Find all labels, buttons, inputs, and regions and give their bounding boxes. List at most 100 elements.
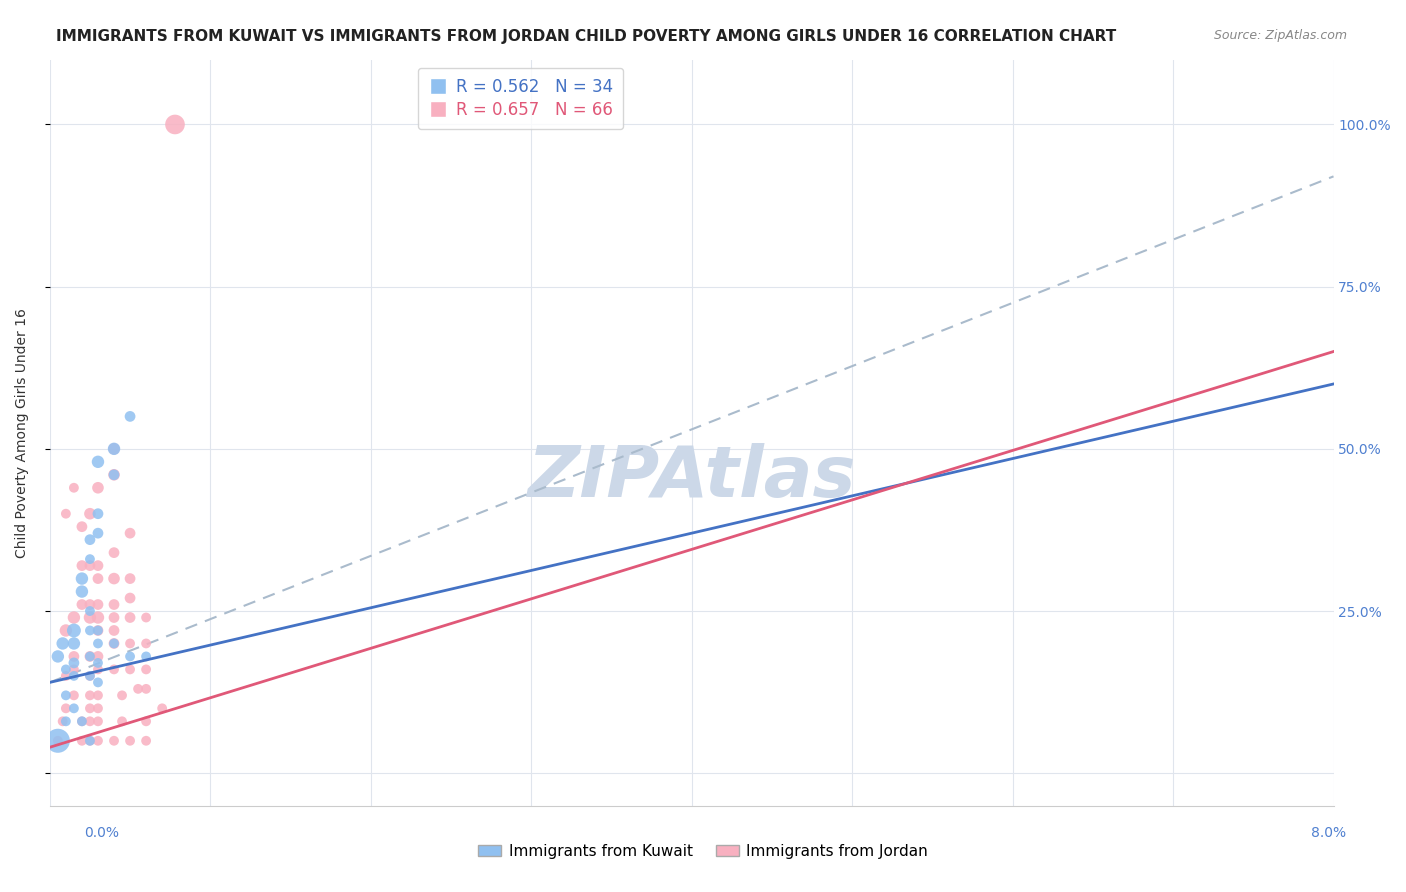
Point (120, 591, 142, 605)
Point (87, 675, 110, 690)
Point (87, 624, 110, 638)
Point (79, 701, 101, 715)
Point (87, 662, 110, 676)
Point (103, 572, 125, 586)
Point (79, 533, 101, 547)
Point (87, 558, 110, 573)
Point (135, 681, 157, 696)
Point (79, 624, 101, 638)
Point (55, 689, 77, 703)
Point (103, 624, 125, 638)
Point (63, 636, 86, 650)
Point (87, 714, 110, 729)
Point (63, 610, 86, 624)
Point (46, 733, 69, 747)
Point (79, 552, 101, 566)
Point (70, 519, 93, 533)
Point (79, 598, 101, 612)
Point (79, 558, 101, 573)
Point (55, 701, 77, 715)
Point (120, 649, 142, 664)
Point (103, 442, 125, 456)
Point (70, 558, 93, 573)
Point (103, 598, 125, 612)
Point (70, 714, 93, 729)
Point (120, 409, 142, 424)
Point (70, 714, 93, 729)
Point (79, 649, 101, 664)
Point (111, 714, 134, 729)
Point (87, 598, 110, 612)
Point (79, 649, 101, 664)
Point (135, 733, 157, 747)
Point (127, 681, 149, 696)
Point (87, 701, 110, 715)
Point (87, 656, 110, 670)
Point (79, 689, 101, 703)
Text: 8.0%: 8.0% (1312, 826, 1346, 839)
Text: ZIPAtlas: ZIPAtlas (527, 443, 856, 512)
Point (103, 546, 125, 560)
Point (120, 526, 142, 541)
Legend: Immigrants from Kuwait, Immigrants from Jordan: Immigrants from Kuwait, Immigrants from … (472, 838, 934, 864)
Point (135, 610, 157, 624)
Point (103, 636, 125, 650)
Point (103, 442, 125, 456)
Point (46, 733, 69, 747)
Point (70, 572, 93, 586)
Point (70, 733, 93, 747)
Point (103, 610, 125, 624)
Point (79, 507, 101, 521)
Text: 0.0%: 0.0% (84, 826, 118, 839)
Point (111, 689, 134, 703)
Point (103, 467, 125, 482)
Point (70, 584, 93, 599)
Point (52, 636, 75, 650)
Point (55, 507, 77, 521)
Point (79, 733, 101, 747)
Point (150, 701, 173, 715)
Point (87, 481, 110, 495)
Point (63, 669, 86, 683)
Point (79, 610, 101, 624)
Point (63, 649, 86, 664)
Point (87, 455, 110, 469)
Point (55, 624, 77, 638)
Point (52, 714, 75, 729)
Point (79, 669, 101, 683)
Point (87, 572, 110, 586)
Point (120, 636, 142, 650)
Point (55, 714, 77, 729)
Point (63, 701, 86, 715)
Point (63, 624, 86, 638)
Point (87, 610, 110, 624)
Point (87, 733, 110, 747)
Legend: R = 0.562   N = 34, R = 0.657   N = 66: R = 0.562 N = 34, R = 0.657 N = 66 (418, 68, 623, 129)
Point (63, 689, 86, 703)
Point (120, 733, 142, 747)
Point (135, 649, 157, 664)
Point (79, 733, 101, 747)
Point (55, 662, 77, 676)
Point (120, 662, 142, 676)
Point (87, 636, 110, 650)
Point (55, 669, 77, 683)
Point (87, 526, 110, 541)
Point (120, 610, 142, 624)
Point (103, 636, 125, 650)
Point (70, 598, 93, 612)
Point (120, 572, 142, 586)
Point (135, 662, 157, 676)
Text: Source: ZipAtlas.com: Source: ZipAtlas.com (1213, 29, 1347, 42)
Point (87, 689, 110, 703)
Point (103, 662, 125, 676)
Point (103, 733, 125, 747)
Point (135, 636, 157, 650)
Point (163, 118, 186, 132)
Point (87, 624, 110, 638)
Point (63, 481, 86, 495)
Point (63, 656, 86, 670)
Point (79, 714, 101, 729)
Point (135, 714, 157, 729)
Point (46, 649, 69, 664)
